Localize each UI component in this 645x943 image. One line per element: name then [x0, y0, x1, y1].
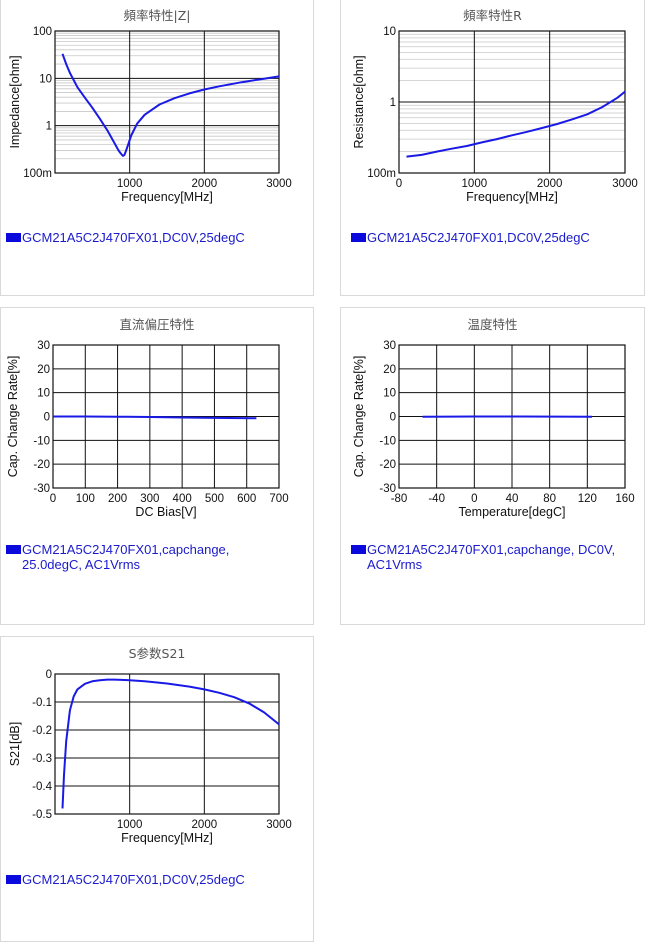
- y-axis-label: Resistance[ohm]: [352, 55, 366, 148]
- x-tick-label: 2000: [537, 178, 563, 190]
- impedance-chart: 100 10 1 100m 1000 2000 3000 Frequency[MHz] Impe…: [1, 0, 315, 297]
- x-tick-label: 3000: [266, 819, 292, 831]
- y-tick-label: 10: [383, 388, 396, 400]
- x-axis-label: Frequency[MHz]: [466, 190, 558, 204]
- y-tick-label: 0: [46, 669, 52, 681]
- x-tick-label: 2000: [192, 178, 218, 190]
- y-tick-label: 10: [383, 26, 396, 38]
- s21-chart: 0 -0.1 -0.2 -0.3 -0.4 -0.5 1000 2000 3000 Frequen…: [1, 637, 315, 943]
- y-tick-label: -0.5: [32, 809, 52, 821]
- y-tick-label: -0.1: [32, 697, 52, 709]
- legend-swatch: [351, 233, 366, 242]
- y-tick-label: 0: [44, 412, 50, 424]
- legend-swatch: [351, 545, 366, 554]
- series-line: [63, 54, 280, 156]
- y-tick-label: -0.2: [32, 725, 52, 737]
- x-tick-label: 40: [506, 493, 519, 505]
- x-tick-label: -80: [391, 493, 408, 505]
- x-tick-label: 2000: [192, 819, 218, 831]
- y-axis-label: S21[dB]: [8, 722, 22, 766]
- x-tick-label: 100: [76, 493, 95, 505]
- y-tick-label: 100m: [367, 168, 396, 180]
- x-tick-label: 0: [471, 493, 477, 505]
- x-axis-label: Frequency[MHz]: [121, 831, 213, 845]
- x-tick-label: 0: [396, 178, 402, 190]
- legend-swatch: [6, 545, 21, 554]
- series-line: [407, 92, 626, 157]
- y-tick-label: 30: [37, 340, 50, 352]
- x-tick-label: 80: [543, 493, 556, 505]
- x-tick-label: 3000: [612, 178, 638, 190]
- legend-swatch: [6, 233, 21, 242]
- x-tick-label: 1000: [462, 178, 488, 190]
- x-tick-label: 3000: [266, 178, 292, 190]
- x-tick-label: 160: [615, 493, 634, 505]
- x-tick-label: 600: [237, 493, 256, 505]
- x-tick-label: 0: [50, 493, 56, 505]
- legend-line-1: GCM21A5C2J470FX01,capchange,: [22, 542, 229, 557]
- legend-line-1: GCM21A5C2J470FX01,capchange, DC0V,: [367, 542, 615, 557]
- y-tick-label: -20: [379, 459, 396, 471]
- x-tick-label: -40: [428, 493, 445, 505]
- plot-frame: [55, 674, 279, 814]
- x-tick-label: 400: [173, 493, 192, 505]
- legend-line-2: 25.0degC, AC1Vrms: [22, 557, 140, 572]
- y-axis-label: Impedance[ohm]: [8, 55, 22, 148]
- legend-label: GCM21A5C2J470FX01,capchange, DC0V,AC1Vrm…: [367, 542, 615, 572]
- legend-swatch: [6, 875, 21, 884]
- y-axis-label: Cap. Change Rate[%]: [6, 356, 20, 478]
- x-tick-label: 120: [578, 493, 597, 505]
- plot-area: 100 10 1 100m 1000 2000 3000 Frequency[MHz] Impe…: [8, 26, 292, 204]
- x-axis-label: Temperature[degC]: [458, 505, 565, 519]
- legend-label: GCM21A5C2J470FX01,DC0V,25degC: [22, 230, 245, 245]
- y-axis-label: Cap. Change Rate[%]: [352, 356, 366, 478]
- y-tick-label: 100m: [23, 168, 52, 180]
- x-axis-label: Frequency[MHz]: [121, 190, 213, 204]
- plot-area: 0 -0.1 -0.2 -0.3 -0.4 -0.5 1000 2000 3000 Frequen…: [8, 669, 292, 845]
- y-tick-label: -20: [33, 459, 50, 471]
- y-tick-label: 10: [39, 73, 52, 85]
- legend: GCM21A5C2J470FX01,DC0V,25degC: [6, 872, 245, 887]
- legend: GCM21A5C2J470FX01,capchange, DC0V,AC1Vrm…: [351, 542, 615, 572]
- x-tick-label: 500: [205, 493, 224, 505]
- legend-label: GCM21A5C2J470FX01,DC0V,25degC: [367, 230, 590, 245]
- legend-line-2: AC1Vrms: [367, 557, 422, 572]
- y-tick-label: 1: [46, 121, 52, 133]
- y-tick-label: 30: [383, 340, 396, 352]
- legend: GCM21A5C2J470FX01,capchange,25.0degC, AC…: [6, 542, 229, 572]
- legend-label: GCM21A5C2J470FX01,capchange,25.0degC, AC…: [22, 542, 229, 572]
- x-tick-label: 1000: [117, 819, 143, 831]
- x-tick-label: 1000: [117, 178, 143, 190]
- x-axis-label: DC Bias[V]: [135, 505, 196, 519]
- x-tick-label: 200: [108, 493, 127, 505]
- legend: GCM21A5C2J470FX01,DC0V,25degC: [6, 230, 245, 245]
- y-tick-label: 20: [37, 364, 50, 376]
- y-tick-label: 1: [390, 97, 396, 109]
- y-tick-label: -0.4: [32, 781, 52, 793]
- x-tick-label: 700: [269, 493, 288, 505]
- y-tick-label: 0: [390, 412, 396, 424]
- y-tick-label: -10: [379, 435, 396, 447]
- legend-label: GCM21A5C2J470FX01,DC0V,25degC: [22, 872, 245, 887]
- y-tick-label: 20: [383, 364, 396, 376]
- y-tick-label: 100: [33, 26, 52, 38]
- y-tick-label: -10: [33, 435, 50, 447]
- y-tick-label: 10: [37, 388, 50, 400]
- legend: GCM21A5C2J470FX01,DC0V,25degC: [351, 230, 590, 245]
- y-tick-label: -0.3: [32, 753, 52, 765]
- y-tick-label: -30: [33, 483, 50, 495]
- series-line: [63, 680, 280, 809]
- x-tick-label: 300: [140, 493, 159, 505]
